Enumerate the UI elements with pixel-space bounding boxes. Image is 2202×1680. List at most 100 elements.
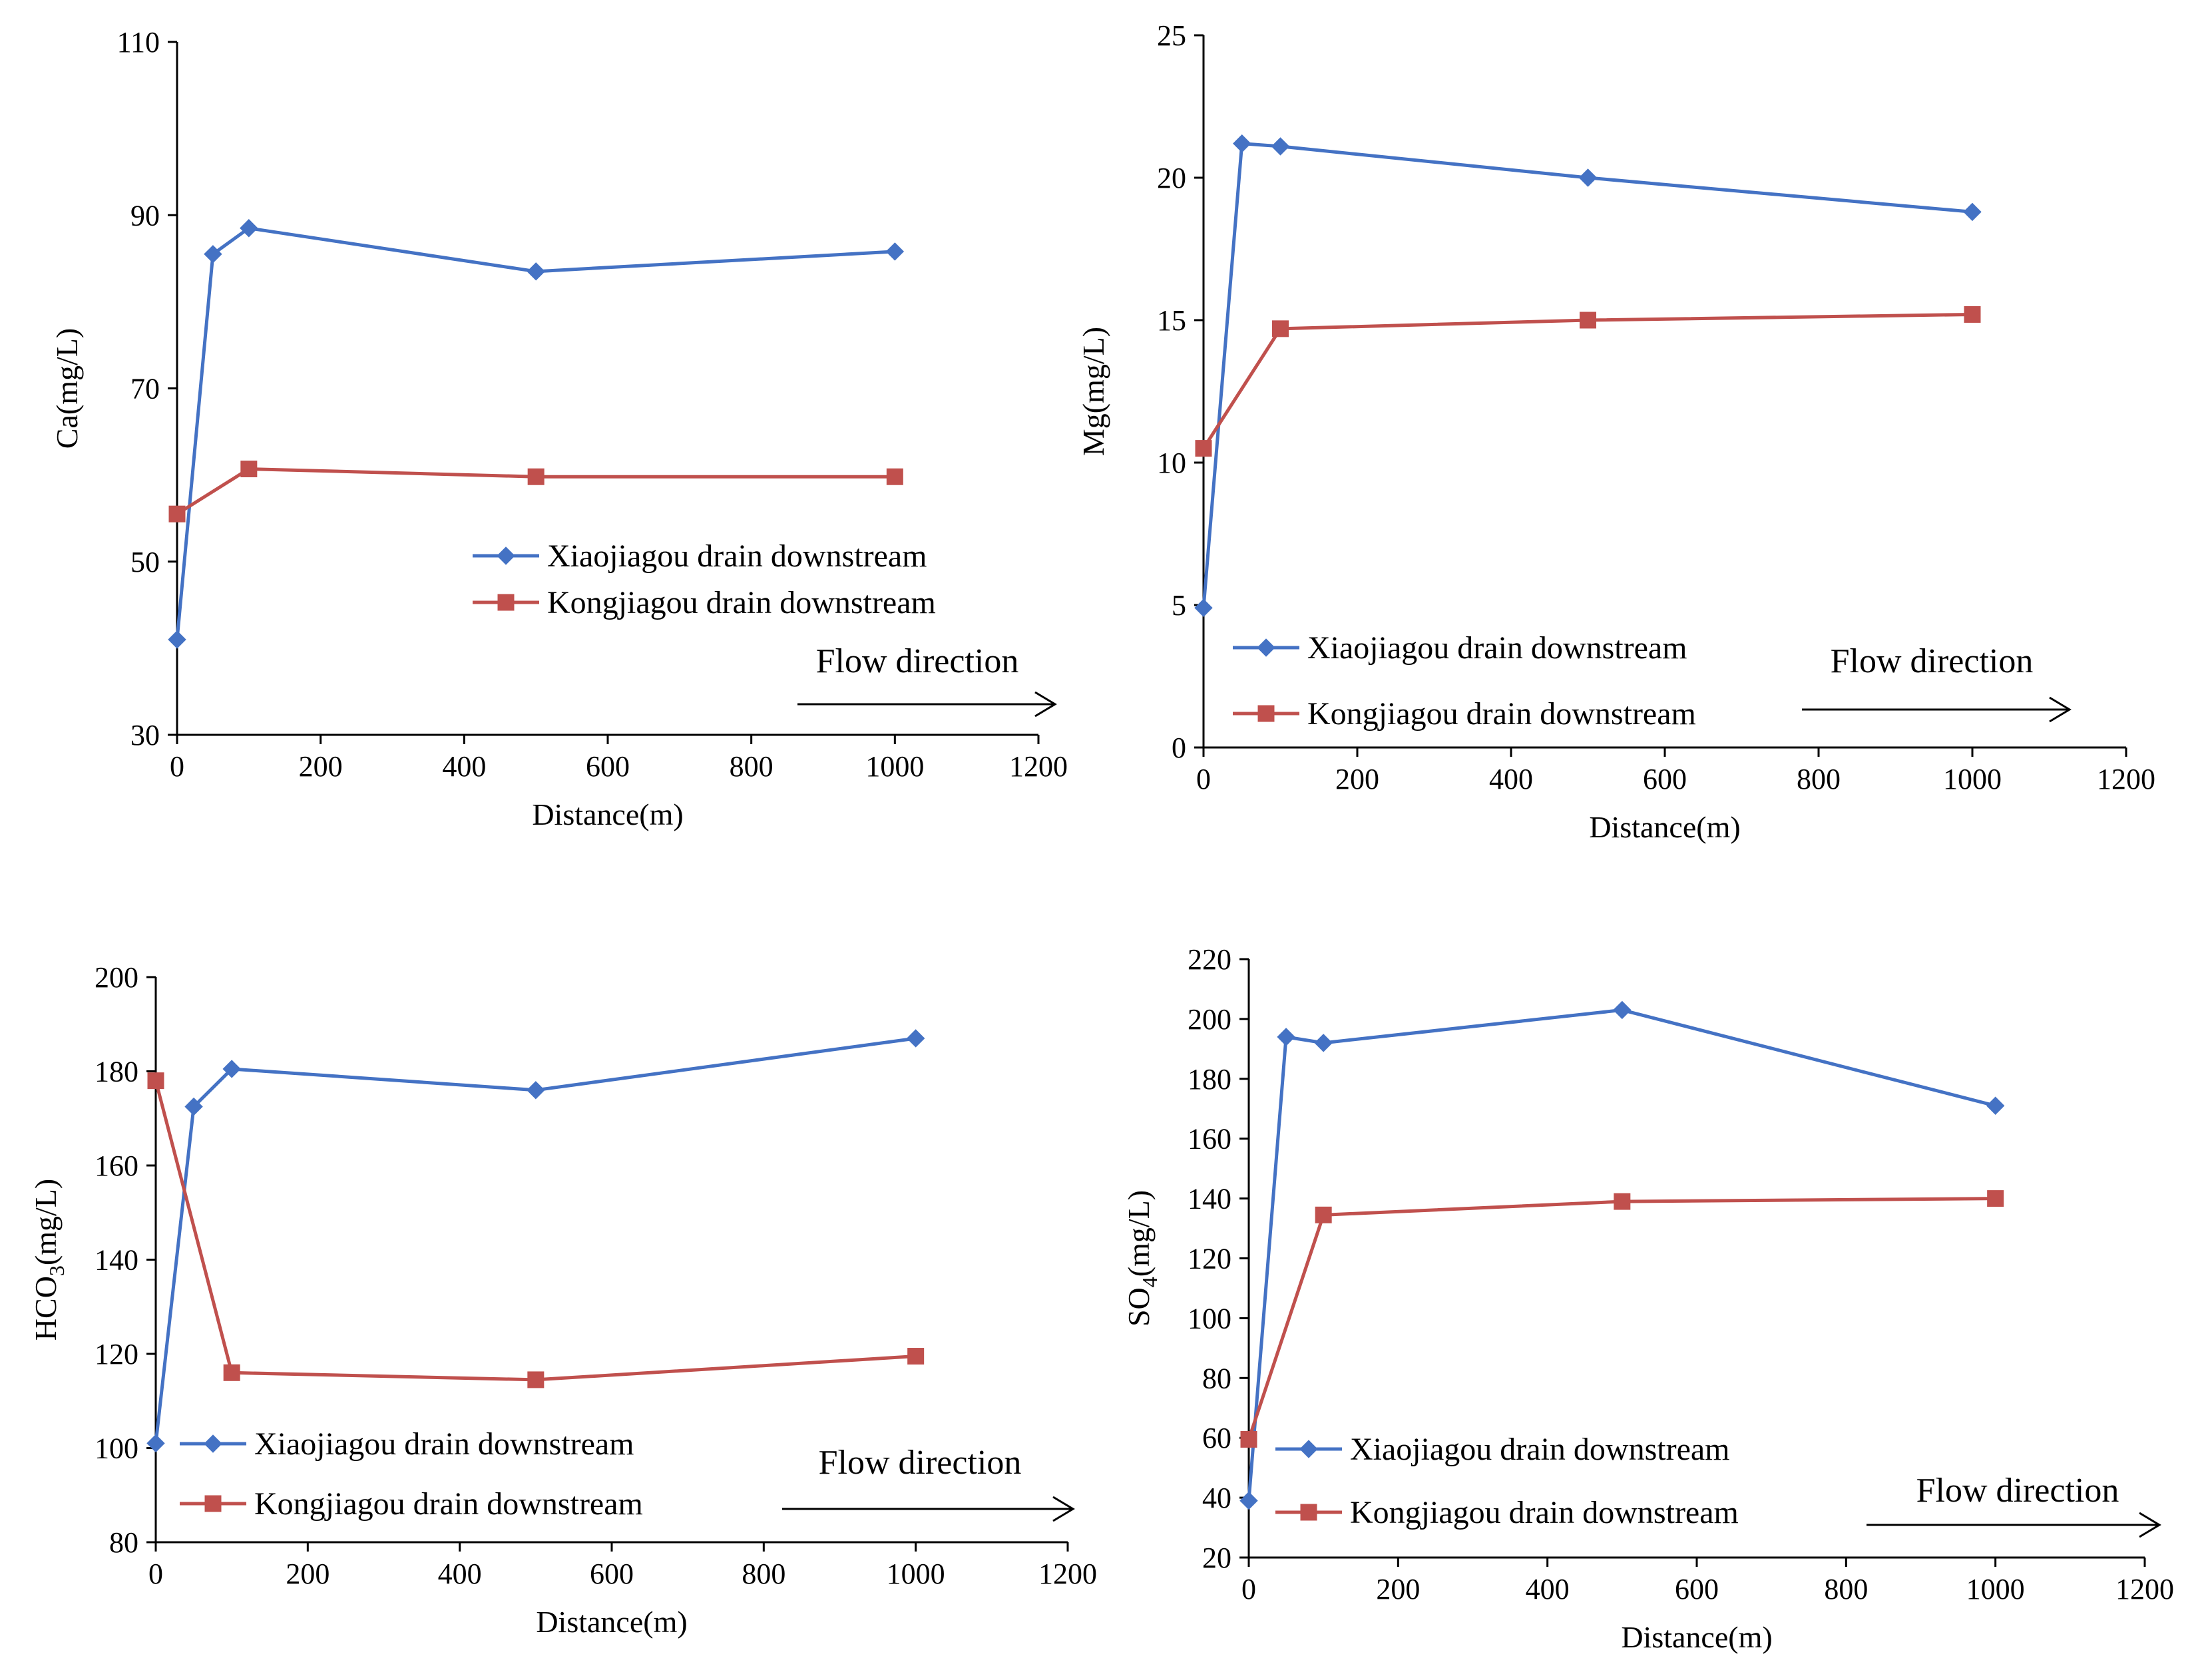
x-tick-label: 400 [438, 1558, 482, 1590]
x-axis-title: Distance(m) [536, 1605, 687, 1639]
y-tick-label: 160 [95, 1150, 138, 1182]
flow-direction-arrowhead [1052, 1496, 1075, 1522]
x-tick-label: 1200 [1038, 1558, 1097, 1590]
legend-marker [1257, 638, 1275, 657]
y-tick-label: 220 [1188, 943, 1231, 976]
y-tick-label: 40 [1202, 1482, 1231, 1514]
xiaojiagou-data-point [1271, 137, 1290, 156]
y-tick-label: 25 [1157, 19, 1186, 52]
xiaojiagou-data-point [1613, 1000, 1632, 1020]
legend-label: Xiaojiagou drain downstream [547, 538, 927, 574]
legend-marker [204, 1434, 222, 1453]
y-tick-label: 140 [1188, 1183, 1231, 1215]
xiaojiagou-data-point [1233, 134, 1251, 153]
x-tick-label: 0 [1196, 763, 1211, 795]
kongjiagou-series-line [1247, 1197, 1996, 1440]
y-tick-label: 180 [1188, 1063, 1231, 1096]
x-tick-label: 0 [1241, 1573, 1256, 1605]
y-tick-label: 160 [1188, 1123, 1231, 1155]
legend-label: Xiaojiagou drain downstream [1307, 630, 1687, 666]
x-axis-title: Distance(m) [1621, 1620, 1772, 1654]
kongjiagou-data-point [1964, 306, 1981, 323]
xiaojiagou-data-point [527, 262, 545, 281]
kongjiagou-data-point [1272, 320, 1289, 337]
hco3-chart: 80 100 120 140 160 180 200 0 200 400 600 800 1000 120… [29, 961, 1097, 1639]
xiaojiagou-data-point [146, 1434, 165, 1453]
x-tick-label: 600 [1675, 1573, 1719, 1605]
x-tick-label: 800 [742, 1558, 785, 1590]
mg-chart: 0 5 10 15 20 25 0 200 400 600 800 1000 1200 Distance(… [1076, 19, 2155, 844]
legend-label: Kongjiagou drain downstream [1350, 1495, 1739, 1530]
kongjiagou-data-point [527, 1371, 545, 1388]
kongjiagou-data-point [1240, 1430, 1257, 1448]
legend-label: Kongjiagou drain downstream [547, 585, 936, 620]
y-axis-title: SO4(mg/L) [1122, 1190, 1162, 1327]
y-tick-label: 80 [109, 1526, 138, 1559]
y-tick-label: 20 [1202, 1542, 1231, 1574]
x-tick-label: 200 [1376, 1573, 1420, 1605]
xiaojiagou-data-point [184, 1097, 203, 1116]
legend-marker [497, 546, 515, 565]
y-tick-label: 120 [95, 1338, 138, 1370]
flow-direction-label: Flow direction [816, 642, 1019, 680]
y-tick-label: 5 [1172, 589, 1186, 622]
y-tick-label: 140 [95, 1244, 138, 1277]
y-tick-label: 80 [1202, 1362, 1231, 1394]
x-tick-label: 1200 [1009, 750, 1068, 783]
y-tick-label: 120 [1188, 1243, 1231, 1275]
x-tick-label: 1000 [1966, 1573, 2025, 1605]
xiaojiagou-data-point [527, 1081, 545, 1100]
kongjiagou-series-line [154, 1080, 916, 1382]
flow-direction-label: Flow direction [819, 1444, 1022, 1482]
xiaojiagou-data-point [1277, 1028, 1295, 1046]
kongjiagou-data-point [1195, 440, 1212, 457]
x-tick-label: 800 [730, 750, 773, 783]
kongjiagou-data-point [907, 1348, 925, 1365]
kongjiagou-data-point [1580, 312, 1596, 329]
kongjiagou-data-point [527, 468, 545, 485]
y-tick-label: 70 [130, 373, 160, 405]
x-tick-label: 400 [1526, 1573, 1570, 1605]
legend-marker [497, 594, 515, 611]
x-tick-label: 400 [442, 750, 486, 783]
kongjiagou-data-point [168, 505, 186, 523]
y-axis-title: HCO3(mg/L) [29, 1179, 69, 1341]
y-tick-label: 100 [95, 1432, 138, 1465]
x-tick-label: 200 [299, 750, 343, 783]
kongjiagou-series-line [1202, 312, 1973, 449]
legend-marker [1300, 1504, 1317, 1521]
xiaojiagou-data-point [204, 245, 222, 264]
kongjiagou-data-point [147, 1072, 164, 1090]
kongjiagou-data-point [886, 468, 903, 485]
xiaojiagou-data-point [240, 219, 258, 238]
flow-direction-label: Flow direction [1916, 1472, 2119, 1510]
y-tick-label: 50 [130, 546, 160, 578]
kongjiagou-data-point [1987, 1190, 2004, 1207]
xiaojiagou-data-point [1578, 168, 1598, 187]
ca-chart: 30 50 70 90 110 0 200 400 600 800 1000 1200 Distance… [50, 26, 1068, 831]
x-tick-label: 0 [148, 1558, 163, 1590]
xiaojiagou-data-point [885, 242, 905, 261]
y-tick-label: 200 [95, 961, 138, 994]
xiaojiagou-data-point [1963, 202, 1982, 222]
x-tick-label: 1000 [865, 750, 924, 783]
y-axis-title: Ca(mg/L) [50, 328, 84, 449]
y-tick-label: 0 [1172, 732, 1186, 764]
y-tick-label: 20 [1157, 162, 1186, 194]
x-axis-title: Distance(m) [532, 797, 683, 831]
y-tick-label: 15 [1157, 304, 1186, 337]
kongjiagou-data-point [1315, 1206, 1332, 1223]
kongjiagou-data-point [223, 1364, 240, 1381]
flow-direction-arrowhead [2139, 1512, 2161, 1538]
xiaojiagou-data-point [1239, 1491, 1258, 1510]
legend-marker [204, 1495, 222, 1512]
y-tick-label: 110 [117, 26, 160, 59]
xiaojiagou-data-point [1194, 598, 1213, 617]
x-axis-title: Distance(m) [1589, 810, 1740, 844]
mg-chart-panel: 0 5 10 15 20 25 0 200 400 600 800 1000 1200 Distance(… [1076, 0, 2202, 844]
xiaojiagou-data-point [1314, 1034, 1333, 1052]
legend-label: Xiaojiagou drain downstream [254, 1426, 634, 1462]
x-tick-label: 800 [1797, 763, 1841, 795]
x-tick-label: 1200 [2115, 1573, 2174, 1605]
y-tick-label: 30 [130, 719, 160, 751]
